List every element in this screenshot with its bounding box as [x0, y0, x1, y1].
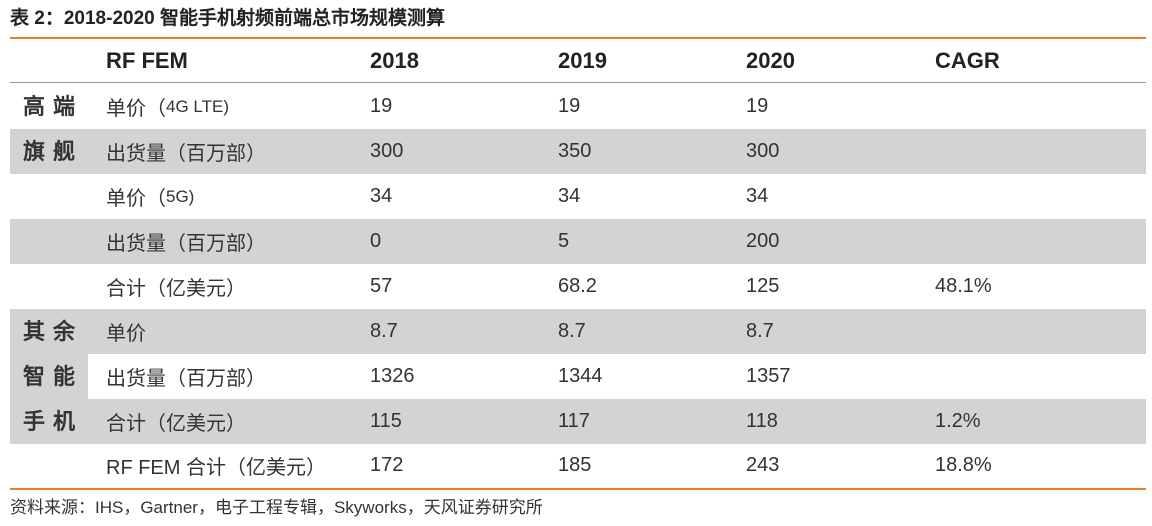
cell-2018: 8.7: [370, 309, 398, 354]
header-cagr: CAGR: [935, 39, 1000, 82]
group-line: 高端: [10, 84, 88, 129]
table-title: 表 2：2018-2020 智能手机射频前端总市场规模测算: [10, 4, 445, 34]
cell-2018: 1326: [370, 354, 415, 399]
group-line: 手机: [10, 399, 88, 444]
cell-2020: 125: [746, 264, 779, 309]
cell-2018: 19: [370, 84, 392, 129]
table-row: 出货量（百万部） 300 350 300: [10, 129, 1146, 174]
cell-2018: 115: [370, 399, 402, 444]
cell-2019: 117: [558, 399, 590, 444]
group-line: 智能: [10, 354, 88, 399]
cell-2020: 19: [746, 84, 768, 129]
group-line: 其余: [10, 309, 88, 354]
row-label: 出货量（百万部）: [106, 219, 266, 264]
cell-2019: 350: [558, 129, 591, 174]
header-2020: 2020: [746, 39, 795, 82]
table-row: 出货量（百万部） 1326 1344 1357: [10, 354, 1146, 399]
cell-2019: 19: [558, 84, 580, 129]
table-row: 出货量（百万部） 0 5 200: [10, 219, 1146, 264]
table-row: 单价（ 4G LTE) 19 19 19: [10, 84, 1146, 129]
cell-2018: 300: [370, 129, 403, 174]
group-line: 旗舰: [10, 129, 88, 174]
row-label: 出货量（百万部）: [106, 129, 266, 174]
cell-2018: 0: [370, 219, 381, 264]
cell-2018: 172: [370, 443, 403, 488]
cell-2020: 300: [746, 129, 779, 174]
row-label: 单价（ 5G): [106, 174, 194, 219]
header-2019: 2019: [558, 39, 607, 82]
header-rf-fem: RF FEM: [106, 39, 188, 82]
cell-2020: 200: [746, 219, 779, 264]
table-header-row: RF FEM 2018 2019 2020 CAGR: [10, 39, 1146, 83]
cell-cagr: 1.2%: [935, 399, 981, 444]
cell-2019: 34: [558, 174, 580, 219]
row-label: 单价（ 4G LTE): [106, 84, 229, 129]
cell-2018: 57: [370, 264, 392, 309]
table-row: 合计（亿美元） 115 117 118 1.2%: [10, 399, 1146, 444]
bottom-rule: [10, 488, 1146, 490]
group-label-other-smartphones: 其余 智能 手机: [10, 309, 88, 444]
row-label: RF FEM 合计（亿美元）: [106, 443, 326, 488]
table-row: 合计（亿美元） 57 68.2 125 48.1%: [10, 264, 1146, 309]
cell-cagr: 18.8%: [935, 443, 992, 488]
table-row: 单价（ 5G) 34 34 34: [10, 174, 1146, 219]
cell-cagr: 48.1%: [935, 264, 992, 309]
cell-2020: 34: [746, 174, 768, 219]
table-row: RF FEM 合计（亿美元） 172 185 243 18.8%: [10, 443, 1146, 488]
row-label: 单价: [106, 309, 146, 354]
source-note: 资料来源：IHS，Gartner，电子工程专辑，Skyworks，天风证券研究所: [10, 494, 543, 522]
cell-2020: 8.7: [746, 309, 774, 354]
row-label: 合计（亿美元）: [106, 399, 246, 444]
cell-2020: 118: [746, 399, 778, 444]
row-label: 出货量（百万部）: [106, 354, 266, 399]
table-row: 单价 8.7 8.7 8.7: [10, 309, 1146, 354]
group-label-flagship: 高端 旗舰: [10, 84, 88, 309]
row-label: 合计（亿美元）: [106, 264, 246, 309]
cell-2020: 1357: [746, 354, 791, 399]
cell-2020: 243: [746, 443, 779, 488]
header-2018: 2018: [370, 39, 419, 82]
cell-2019: 185: [558, 443, 591, 488]
cell-2018: 34: [370, 174, 392, 219]
cell-2019: 1344: [558, 354, 603, 399]
cell-2019: 68.2: [558, 264, 597, 309]
cell-2019: 5: [558, 219, 569, 264]
cell-2019: 8.7: [558, 309, 586, 354]
